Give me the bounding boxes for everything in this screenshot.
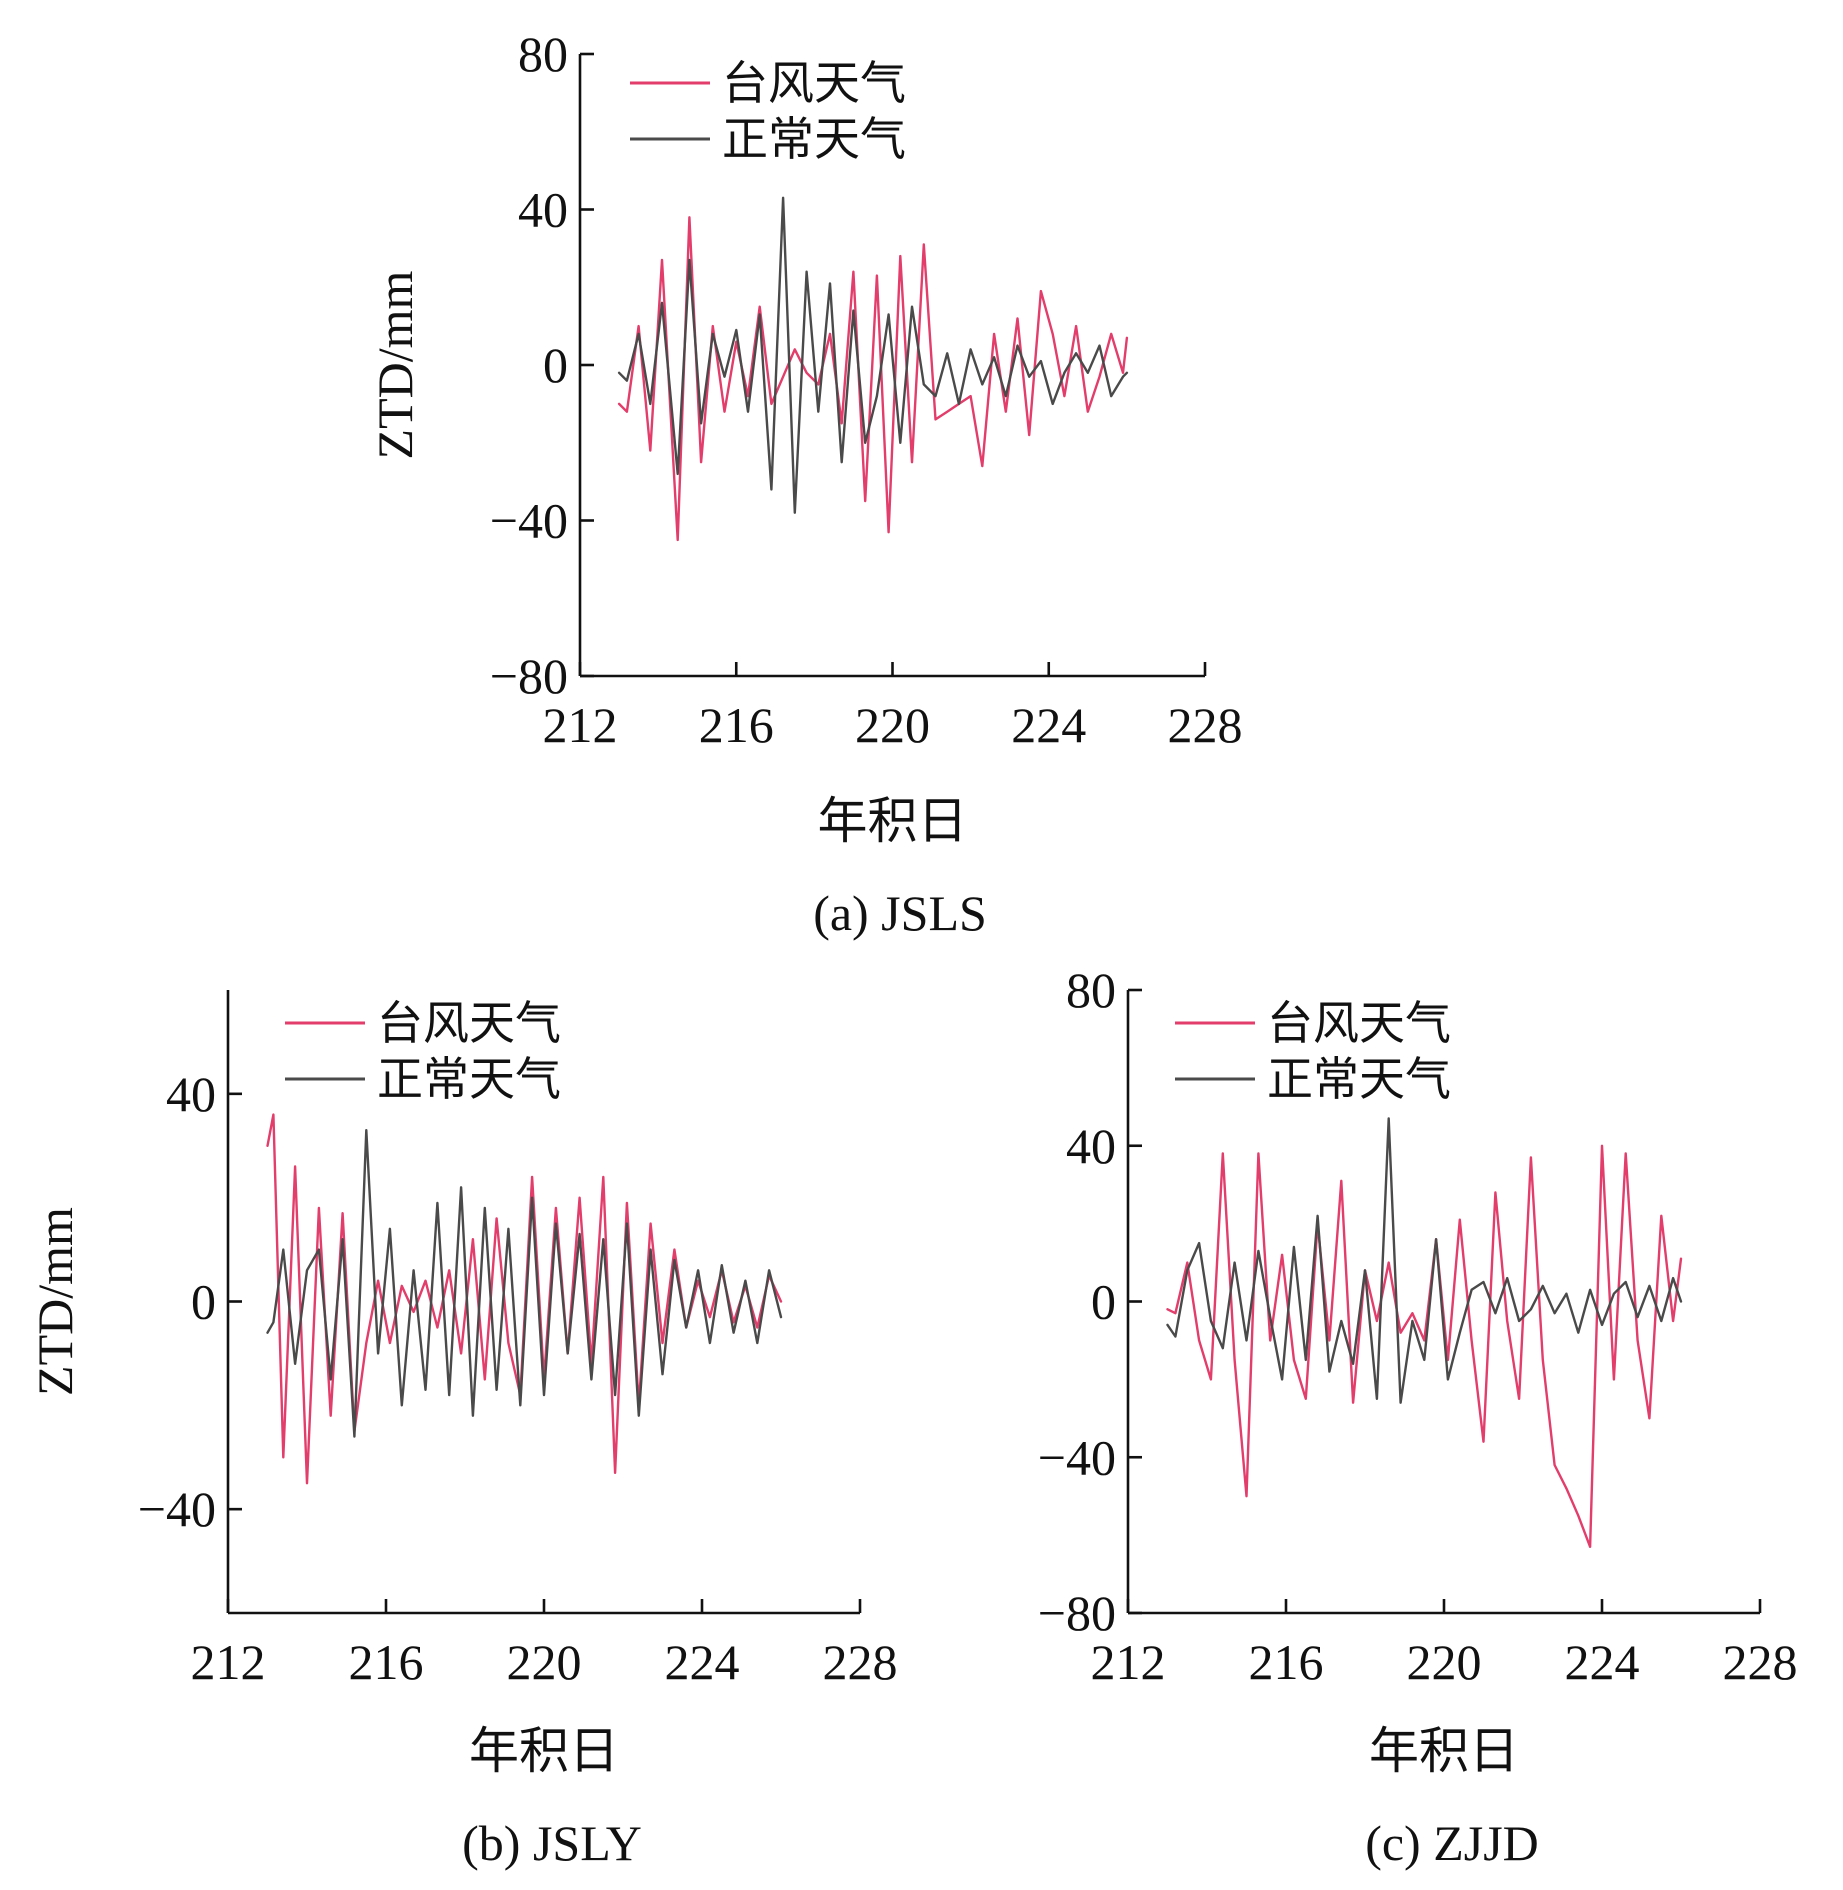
x-axis-label: 年积日	[469, 1723, 619, 1779]
legend-label-normal: 正常天气	[1267, 1052, 1451, 1106]
y-axis-label: ZTD/mm	[27, 1207, 83, 1396]
x-tick-label: 228	[823, 1634, 898, 1690]
legend-label-typhoon: 台风天气	[377, 996, 561, 1050]
y-axis-label: ZTD/mm	[367, 270, 423, 459]
legend-label-normal: 正常天气	[722, 112, 906, 166]
x-axis-label: 年积日	[1369, 1723, 1519, 1779]
x-tick-label: 212	[1091, 1634, 1166, 1690]
y-tick-label: 80	[1066, 962, 1116, 1018]
y-tick-label: −80	[490, 648, 568, 704]
y-tick-label: 0	[1091, 1274, 1116, 1330]
y-tick-label: −40	[1038, 1429, 1116, 1485]
y-tick-label: 0	[191, 1274, 216, 1330]
x-tick-label: 220	[507, 1634, 582, 1690]
x-tick-label: 216	[1249, 1634, 1324, 1690]
x-tick-label: 212	[191, 1634, 266, 1690]
y-tick-label: −40	[138, 1481, 216, 1537]
y-tick-label: −40	[490, 493, 568, 549]
x-tick-label: 224	[1011, 697, 1086, 753]
x-tick-label: 228	[1168, 697, 1243, 753]
legend-label-typhoon: 台风天气	[1267, 996, 1451, 1050]
y-tick-label: 40	[1066, 1118, 1116, 1174]
series-line-normal	[1166, 1117, 1683, 1404]
panel-caption-c-zjjd: (c) ZJJD	[1365, 1815, 1539, 1871]
x-tick-label: 228	[1723, 1634, 1798, 1690]
x-tick-label: 220	[1407, 1634, 1482, 1690]
series-line-normal	[266, 1128, 783, 1438]
x-tick-label: 220	[855, 697, 930, 753]
y-tick-label: 0	[543, 337, 568, 393]
y-tick-label: 40	[166, 1066, 216, 1122]
legend-label-typhoon: 台风天气	[722, 56, 906, 110]
series-line-typhoon	[266, 1113, 783, 1485]
series-line-normal	[617, 196, 1129, 514]
x-tick-label: 216	[699, 697, 774, 753]
panel-caption-a-jsls: (a) JSLS	[813, 885, 987, 941]
x-tick-label: 224	[665, 1634, 740, 1690]
y-tick-label: −80	[1038, 1585, 1116, 1641]
chart-panel-jsls: −80 −40 0 40 80 212 216 220 224 228 年积日 ZTD/mm 台风天气正…	[367, 26, 1243, 941]
legend-label-normal: 正常天气	[377, 1052, 561, 1106]
panel-caption-b-jsly: (b) JSLY	[462, 1815, 642, 1871]
x-tick-label: 216	[349, 1634, 424, 1690]
series-line-typhoon	[1166, 1144, 1683, 1549]
x-tick-label: 212	[543, 697, 618, 753]
x-axis-label: 年积日	[818, 793, 968, 849]
series-line-typhoon	[617, 216, 1129, 542]
x-tick-label: 224	[1565, 1634, 1640, 1690]
y-tick-label: 80	[518, 26, 568, 82]
y-tick-label: 40	[518, 182, 568, 238]
